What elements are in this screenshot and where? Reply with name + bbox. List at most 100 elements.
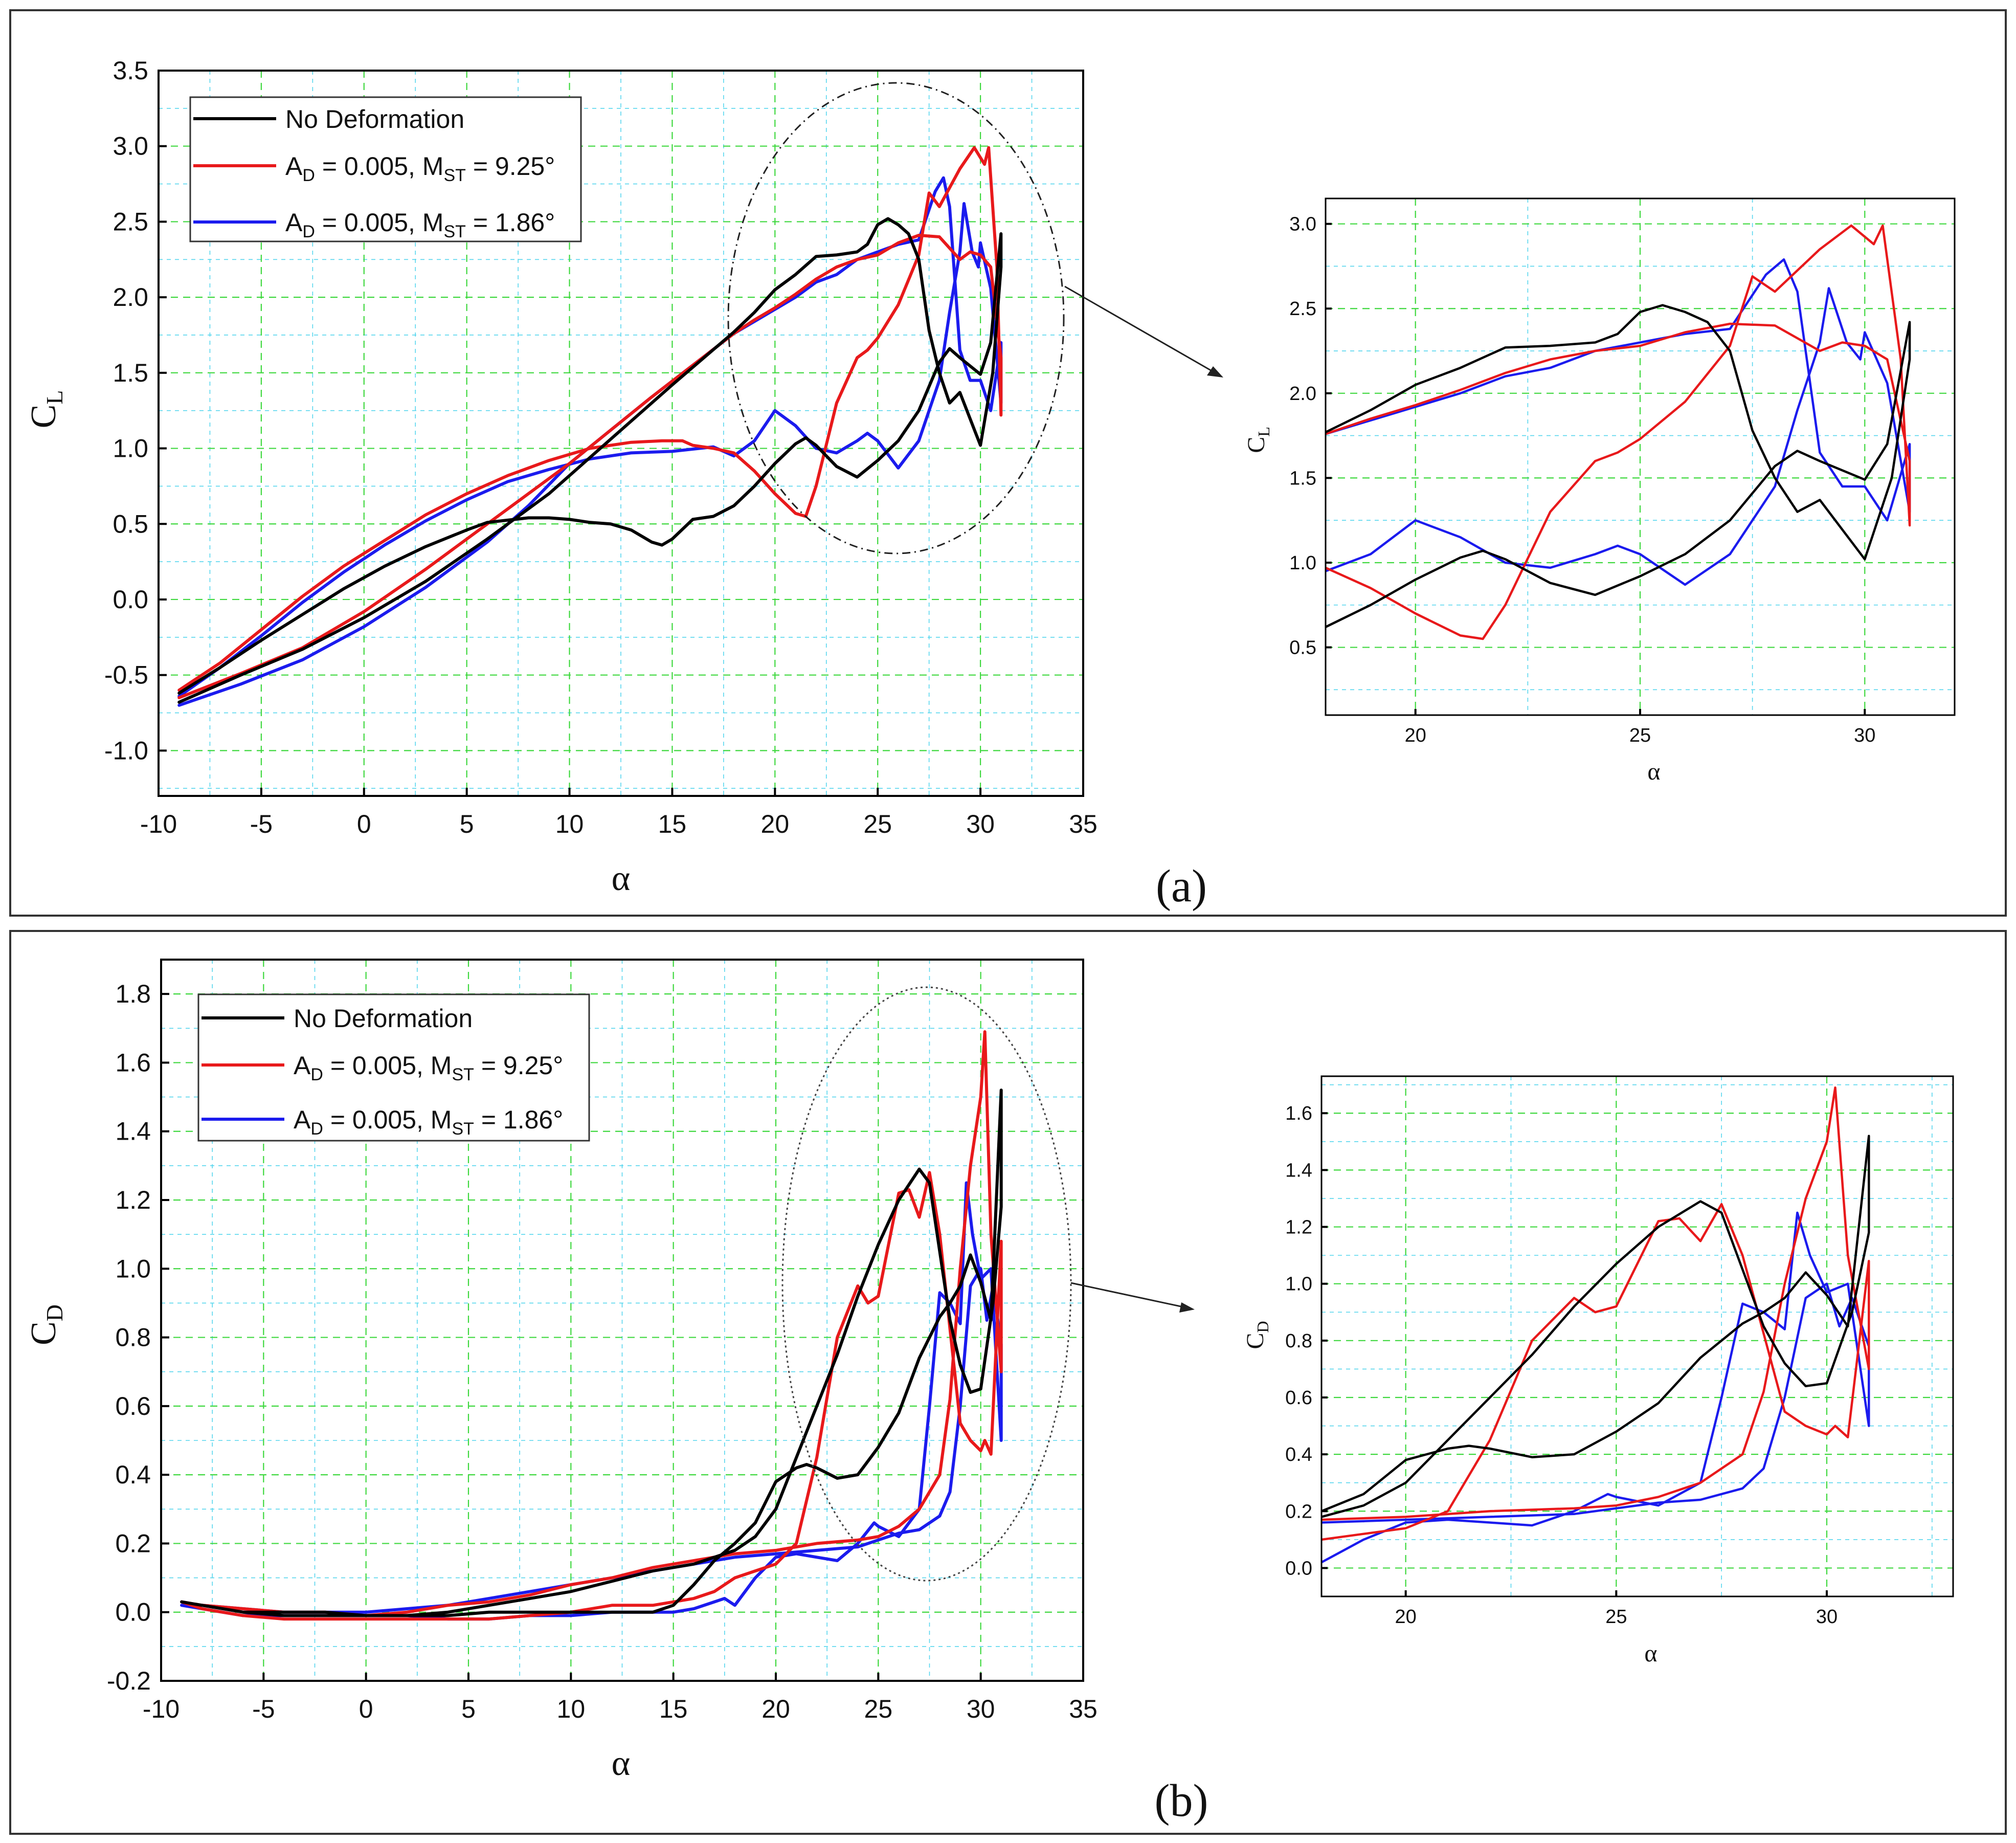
panel-a-series-no-deformation-line	[177, 217, 1003, 704]
panel-b-label: (b)	[1155, 1775, 1208, 1826]
panel-a-zoom-ellipse	[727, 82, 1065, 554]
panel-b-main-x-tick-label: -10	[143, 1695, 180, 1723]
panel-b-inset-y-tick-label: 0.0	[1285, 1558, 1312, 1579]
panel-b-main-x-tick-label: 30	[967, 1695, 995, 1723]
panel-b-main-y-tick-label: 0.0	[115, 1598, 151, 1627]
legend-label-md186: AD = 0.005, MST = 1.86°	[294, 1105, 563, 1139]
panel-b-main-x-tick-label: 20	[761, 1695, 790, 1723]
panel-a-inset-y-tick-label: 1.5	[1289, 468, 1316, 489]
panel-b: -10 -5 0 5 10 15 20 25 30 35 -0.2 0.0 0.2 0.4 0.6 0.8 1.…	[24, 959, 1954, 1826]
panel-b-main-x-tick-label: -5	[252, 1695, 275, 1723]
panel-b-inset-y-tick-label: 0.4	[1285, 1444, 1312, 1465]
panel-b-series-no-deformation-line	[180, 1089, 1003, 1617]
panel-b-inset-series-no-deformation-line	[1321, 1135, 1870, 1518]
panel-a-main-y-tick-label: 1.0	[113, 434, 148, 463]
panel-a-inset-y-axis-title: CL	[1243, 427, 1273, 453]
panel-b-inset-y-axis-title: CD	[1242, 1321, 1272, 1349]
panel-a-inset-grid	[1326, 198, 1955, 715]
panel-b-main-y-tick-label: 1.2	[115, 1186, 151, 1214]
panel-b-inset-series-md925-line	[1321, 1086, 1870, 1541]
panel-b-inset-x-tick-label: 25	[1605, 1606, 1627, 1628]
panel-a-main-y-tick-label: 3.0	[113, 132, 148, 161]
panel-a-zoom-arrowhead	[1207, 366, 1223, 378]
panel-a: -10 -5 0 5 10 15 20 25 30 35-1.0-0.50.00.51.01.52…	[24, 56, 1956, 912]
panel-b-legend: No Deformation AD = 0.005, MST = 9.25° A…	[197, 993, 590, 1142]
panel-a-inset-y-tick-label: 1.0	[1289, 552, 1316, 574]
panel-a-inset-ticks: 20 25 30 0.5 1.0 1.5 2.0 2.5 3.0	[1289, 214, 1875, 746]
panel-a-zoom-arrow	[1064, 285, 1217, 374]
panel-b-main-y-tick-label: 0.8	[115, 1323, 151, 1352]
panel-a-inset-y-tick-label: 3.0	[1289, 214, 1316, 235]
panel-a-legend-box	[189, 96, 582, 242]
panel-a-main-axes-box	[158, 70, 1084, 797]
panel-a-inset-y-tick-label: 2.0	[1289, 383, 1316, 405]
panel-a-main-y-axis-title: CL	[24, 390, 68, 429]
panel-b-inset-x-tick-label: 20	[1395, 1606, 1417, 1628]
panel-a-frame	[9, 9, 2007, 917]
panel-a-label: (a)	[1156, 861, 1207, 912]
panel-b-main-x-tick-label: 25	[864, 1695, 893, 1723]
legend-label-no-deformation: No Deformation	[294, 1004, 473, 1033]
panel-a-main-y-tick-label: 3.5	[113, 56, 148, 85]
panel-a-main-y-tick-label: -0.5	[104, 661, 148, 690]
legend-label-md925: AD = 0.005, MST = 9.25°	[294, 1051, 563, 1084]
panel-a-inset-x-axis-title: α	[1647, 758, 1660, 785]
panel-a-inset-series-no-deformation-line	[1326, 304, 1911, 629]
panel-b-main-y-tick-label: -0.2	[107, 1667, 151, 1695]
panel-b-main-y-tick-label: 1.6	[115, 1048, 151, 1077]
panel-a-main-y-tick-label: -1.0	[104, 736, 148, 765]
panel-b-main-ticks: -10 -5 0 5 10 15 20 25 30 35 -0.2 0.0 0.2 0.4 0.6 0.8 1.…	[107, 980, 1097, 1723]
panel-b-series-md925-line	[180, 1030, 1003, 1621]
panel-b-zoom-ellipse	[781, 986, 1072, 1582]
panel-b-main-y-tick-label: 1.8	[115, 980, 151, 1008]
panel-b-main-x-tick-label: 15	[659, 1695, 688, 1723]
panel-b-main-y-tick-label: 0.2	[115, 1529, 151, 1558]
panel-a-main-x-tick-label: 30	[966, 810, 995, 838]
panel-a-main-ticks: -10 -5 0 5 10 15 20 25 30 35 -1.0 -0.5 0.0 0.5 1.0 1.5 2…	[104, 56, 1097, 838]
panel-b-main-y-axis-title: CD	[24, 1304, 68, 1345]
panel-a-main-x-tick-label: 10	[555, 810, 584, 838]
panel-a-main-x-tick-label: 20	[761, 810, 790, 838]
panel-b-inset-y-tick-label: 0.8	[1285, 1330, 1312, 1352]
panel-b-inset-y-tick-label: 1.0	[1285, 1274, 1312, 1295]
panel-b-main-x-axis-title: α	[612, 1744, 631, 1783]
panel-b-inset-axes-box	[1320, 1075, 1954, 1597]
panel-a-main-x-tick-label: 5	[460, 810, 474, 838]
panel-b-main-y-tick-label: 0.4	[115, 1460, 151, 1489]
panel-b-inset-y-tick-label: 0.6	[1285, 1387, 1312, 1409]
panel-b-main-x-tick-label: 5	[461, 1695, 476, 1723]
panel-a-main-plot	[177, 146, 1003, 707]
panel-b-inset-x-axis-title: α	[1644, 1640, 1657, 1667]
panel-b-main-y-tick-label: 0.6	[115, 1392, 151, 1420]
legend-label-no-deformation: No Deformation	[285, 105, 464, 134]
panel-a-inset-x-tick-label: 30	[1854, 725, 1875, 746]
panel-a-main-x-tick-label: -5	[250, 810, 273, 838]
panel-a-inset-x-tick-label: 20	[1405, 725, 1426, 746]
panel-b-main-y-tick-label: 1.4	[115, 1117, 151, 1146]
panel-a-main-x-tick-label: 0	[357, 810, 371, 838]
panel-b-main-y-tick-label: 1.0	[115, 1254, 151, 1283]
panel-b-inset-grid	[1321, 1076, 1953, 1596]
panel-a-main-y-tick-label: 0.5	[113, 509, 148, 538]
panel-a-main-y-tick-label: 1.5	[113, 359, 148, 387]
panel-a-inset-series-md925-line	[1326, 224, 1911, 640]
panel-a-inset-series-md186-line	[1326, 258, 1911, 586]
panel-b-frame	[9, 930, 2007, 1835]
panel-b-inset-ticks: 20 25 30 0.0 0.2 0.4 0.6 0.8 1.0 1.2 1.4 1.6	[1285, 1103, 1838, 1628]
panel-a-main-x-tick-label: -10	[140, 810, 177, 838]
panel-a-inset-x-tick-label: 25	[1629, 725, 1651, 746]
legend-label-md186: AD = 0.005, MST = 1.86°	[285, 208, 555, 241]
panel-b-zoom-arrow	[1070, 1282, 1186, 1308]
panel-a-main-x-tick-label: 25	[863, 810, 892, 838]
panel-b-main-plot	[180, 1030, 1003, 1621]
panel-a-main-x-tick-label: 15	[658, 810, 687, 838]
panel-b-inset-y-tick-label: 0.2	[1285, 1501, 1312, 1522]
panel-b-main-x-tick-label: 0	[359, 1695, 373, 1723]
panel-b-main-grid	[161, 960, 1083, 1681]
panel-b-inset-y-tick-label: 1.4	[1285, 1160, 1312, 1181]
panel-b-inset-y-tick-label: 1.6	[1285, 1103, 1312, 1124]
panel-a-main-x-tick-label: 35	[1069, 810, 1097, 838]
panel-a-main-x-axis-title: α	[612, 859, 631, 898]
panel-a-inset-y-tick-label: 0.5	[1289, 637, 1316, 659]
